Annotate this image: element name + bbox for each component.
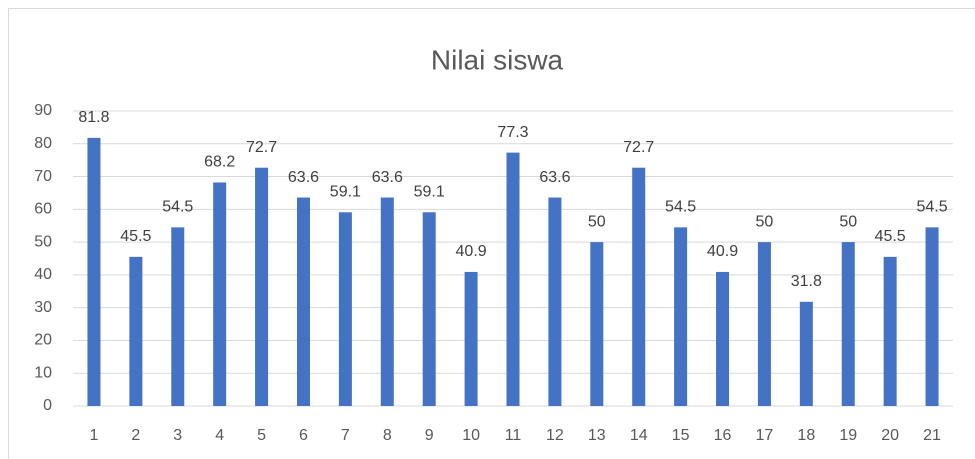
bar bbox=[129, 256, 143, 406]
x-tick-label: 6 bbox=[299, 427, 308, 444]
bar bbox=[548, 197, 562, 406]
x-tick-label: 15 bbox=[672, 427, 690, 444]
x-tick-label: 14 bbox=[630, 427, 648, 444]
data-label: 50 bbox=[756, 213, 774, 230]
data-label: 59.1 bbox=[414, 184, 445, 201]
data-label: 40.9 bbox=[707, 243, 738, 260]
data-label: 81.8 bbox=[78, 109, 109, 126]
data-label: 72.7 bbox=[246, 139, 277, 156]
x-tick-label: 4 bbox=[215, 427, 224, 444]
y-tick-label: 20 bbox=[34, 332, 52, 349]
bar bbox=[925, 227, 939, 406]
data-label: 63.6 bbox=[288, 169, 319, 186]
bar bbox=[380, 197, 394, 406]
data-label: 50 bbox=[839, 213, 857, 230]
bar bbox=[464, 271, 478, 406]
y-tick-label: 60 bbox=[34, 201, 52, 218]
bar bbox=[841, 242, 855, 406]
bar bbox=[632, 167, 646, 406]
chart-frame bbox=[8, 8, 975, 459]
bar bbox=[422, 212, 436, 406]
bar bbox=[296, 197, 310, 406]
bar bbox=[799, 301, 813, 406]
x-tick-label: 10 bbox=[462, 427, 480, 444]
bar bbox=[506, 152, 520, 406]
data-label: 68.2 bbox=[204, 154, 235, 171]
y-tick-label: 80 bbox=[34, 135, 52, 152]
x-tick-label: 5 bbox=[257, 427, 266, 444]
x-tick-label: 1 bbox=[89, 427, 98, 444]
y-tick-label: 0 bbox=[43, 397, 52, 414]
y-tick-label: 50 bbox=[34, 233, 52, 250]
x-tick-label: 17 bbox=[756, 427, 774, 444]
bar bbox=[757, 242, 771, 406]
x-tick-label: 18 bbox=[797, 427, 815, 444]
x-tick-label: 19 bbox=[839, 427, 857, 444]
data-label: 63.6 bbox=[372, 169, 403, 186]
data-label: 54.5 bbox=[916, 199, 947, 216]
data-label: 54.5 bbox=[162, 199, 193, 216]
data-label: 72.7 bbox=[623, 139, 654, 156]
x-tick-label: 7 bbox=[341, 427, 350, 444]
y-tick-label: 90 bbox=[34, 102, 52, 119]
x-tick-label: 13 bbox=[588, 427, 606, 444]
chart-title: Nilai siswa bbox=[431, 44, 564, 75]
data-label: 54.5 bbox=[665, 199, 696, 216]
bar bbox=[255, 167, 269, 406]
data-label: 59.1 bbox=[330, 184, 361, 201]
x-tick-label: 9 bbox=[425, 427, 434, 444]
x-tick-label: 8 bbox=[383, 427, 392, 444]
data-label: 40.9 bbox=[456, 243, 487, 260]
bar bbox=[883, 256, 897, 406]
data-label: 77.3 bbox=[497, 124, 528, 141]
x-tick-label: 11 bbox=[505, 427, 522, 444]
data-label: 45.5 bbox=[875, 228, 906, 245]
bar bbox=[213, 182, 227, 406]
data-label: 31.8 bbox=[791, 273, 822, 290]
x-tick-label: 21 bbox=[923, 427, 941, 444]
y-tick-label: 10 bbox=[34, 364, 52, 381]
y-tick-label: 40 bbox=[34, 266, 52, 283]
bar bbox=[338, 212, 352, 406]
x-tick-label: 2 bbox=[131, 427, 140, 444]
y-tick-label: 70 bbox=[34, 168, 52, 185]
data-label: 63.6 bbox=[539, 169, 570, 186]
x-tick-label: 16 bbox=[714, 427, 732, 444]
y-tick-label: 30 bbox=[34, 299, 52, 316]
x-tick-label: 12 bbox=[546, 427, 564, 444]
x-tick-label: 3 bbox=[173, 427, 182, 444]
x-tick-label: 20 bbox=[881, 427, 899, 444]
bar bbox=[87, 137, 101, 406]
data-label: 50 bbox=[588, 213, 606, 230]
data-label: 45.5 bbox=[120, 228, 151, 245]
bar bbox=[171, 227, 185, 406]
bar bbox=[674, 227, 688, 406]
bar bbox=[716, 271, 730, 406]
bar bbox=[590, 242, 604, 406]
